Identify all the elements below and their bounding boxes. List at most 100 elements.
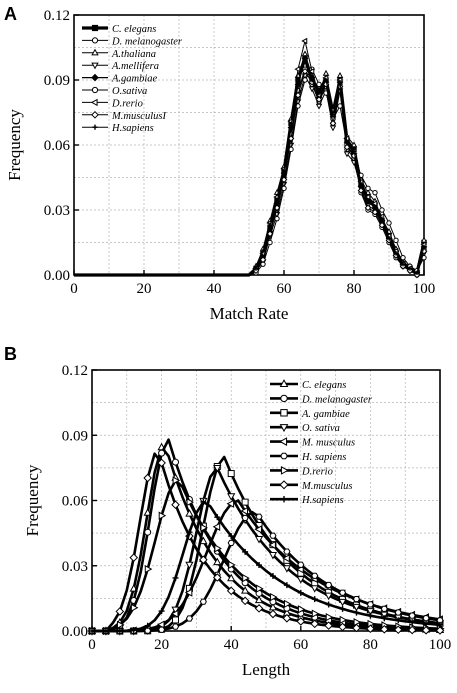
legend-label: O. sativa — [302, 423, 340, 434]
legend-marker — [279, 379, 289, 388]
data-point — [365, 199, 371, 204]
data-point — [407, 266, 413, 271]
legend-marker — [91, 24, 99, 32]
data-point — [352, 623, 361, 633]
y-tick-label: 0.12 — [62, 363, 88, 379]
data-point — [379, 207, 385, 213]
data-point — [254, 595, 264, 604]
data-point — [315, 96, 323, 103]
data-point — [214, 544, 222, 553]
data-point — [172, 616, 180, 624]
data-point — [226, 586, 236, 596]
data-point — [254, 525, 262, 534]
data-point — [144, 627, 152, 634]
chart-b: 0 20 40 60 80 100 0.00 0.03 0.06 0.09 0.12 Length Fr… — [23, 363, 451, 679]
data-point — [228, 533, 235, 540]
data-point — [322, 69, 330, 76]
data-point — [338, 598, 347, 607]
data-point — [172, 476, 181, 485]
data-point — [297, 605, 306, 614]
data-point — [186, 529, 193, 536]
data-point — [297, 589, 304, 596]
x-tick-label: 100 — [429, 637, 452, 653]
legend-label: H.sapiens — [301, 495, 344, 506]
series-2 — [74, 50, 428, 276]
x-tick-label: 20 — [154, 637, 169, 653]
legend-marker — [280, 496, 288, 503]
legend-marker — [280, 394, 288, 403]
data-point — [254, 604, 264, 613]
data-point — [256, 562, 263, 569]
data-point — [281, 168, 287, 174]
data-point — [420, 236, 428, 243]
data-point — [421, 625, 431, 635]
data-point — [366, 601, 374, 608]
data-point — [393, 251, 399, 256]
data-point — [227, 470, 235, 478]
data-point — [336, 71, 344, 78]
data-point — [352, 603, 361, 612]
data-point — [116, 627, 123, 634]
legend-label: D. melanogaster — [111, 36, 183, 47]
data-point — [330, 112, 336, 117]
data-point — [343, 151, 351, 158]
data-point — [282, 565, 292, 573]
data-point — [316, 90, 322, 96]
data-point — [325, 601, 332, 608]
y-tick-label: 0.12 — [44, 8, 70, 24]
data-point — [339, 615, 348, 625]
legend-label: A. gambiae — [301, 409, 350, 420]
data-point — [115, 607, 125, 616]
legend-marker — [279, 480, 289, 490]
data-point — [240, 506, 249, 516]
data-point — [270, 592, 278, 602]
data-point — [185, 561, 194, 570]
legend-marker — [280, 409, 288, 417]
legend-label: A.gambiae — [111, 74, 158, 85]
legend-label: H. sapiens — [301, 452, 346, 463]
data-point — [386, 220, 392, 226]
legend-marker — [91, 110, 99, 119]
data-point — [435, 626, 445, 635]
data-point — [288, 123, 294, 128]
legend-label: D. melanogaster — [301, 394, 373, 405]
data-point — [228, 560, 236, 570]
data-point — [212, 573, 222, 582]
x-tick-label: 80 — [363, 637, 378, 653]
data-point — [283, 548, 291, 555]
data-point — [358, 181, 364, 187]
x-tick-label: 0 — [88, 637, 96, 653]
data-point — [171, 623, 180, 630]
data-point — [242, 548, 249, 555]
data-point — [212, 522, 221, 531]
data-point — [324, 621, 333, 630]
x-tick-label: 80 — [347, 281, 362, 297]
y-axis-title: Frequency — [5, 109, 24, 181]
data-point — [366, 624, 375, 634]
legend-marker — [279, 424, 289, 433]
legend-marker — [91, 62, 99, 70]
panel-a-label: A — [4, 4, 17, 24]
x-tick-label: 40 — [207, 281, 222, 297]
data-point — [296, 576, 305, 584]
data-point — [144, 622, 151, 629]
legend-label: O.sativa — [112, 86, 147, 97]
series-8 — [89, 498, 443, 634]
x-axis-title: Match Rate — [210, 304, 289, 323]
x-tick-label: 0 — [70, 281, 78, 297]
data-point — [256, 584, 264, 593]
legend-marker — [91, 37, 99, 44]
data-point — [372, 205, 378, 211]
y-tick-label: 0.06 — [44, 138, 71, 154]
data-point — [344, 140, 350, 146]
data-point — [381, 615, 388, 622]
data-point — [371, 200, 378, 207]
data-point — [367, 612, 374, 619]
data-point — [102, 628, 109, 634]
data-point — [400, 254, 406, 261]
data-point — [199, 555, 208, 565]
data-point — [380, 611, 389, 620]
data-point — [214, 514, 221, 521]
data-point — [157, 458, 166, 468]
